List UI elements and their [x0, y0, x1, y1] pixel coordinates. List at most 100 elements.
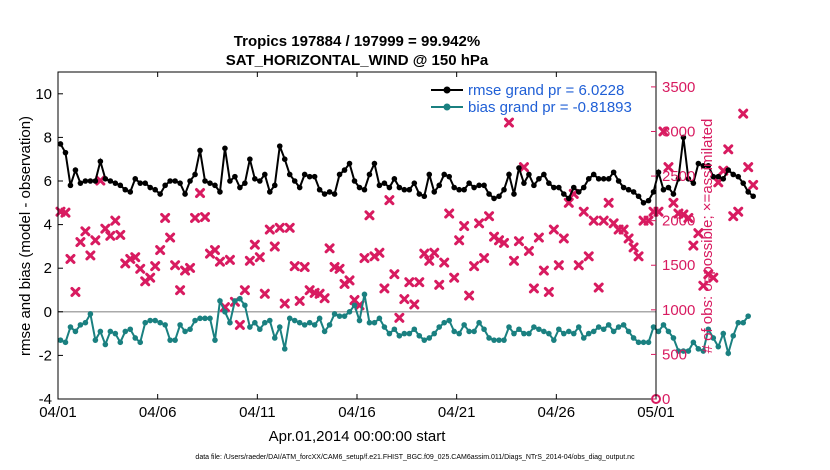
- right-y-tick-label: 2000: [662, 213, 695, 230]
- bias-point: [660, 322, 667, 328]
- obs-assimilated-marker: [364, 210, 375, 221]
- bias-point: [720, 330, 727, 337]
- rmse-point: [695, 160, 702, 167]
- rmse-point: [720, 176, 727, 182]
- obs-assimilated-marker: [379, 283, 390, 294]
- rmse-point: [516, 165, 522, 171]
- bias-point: [710, 335, 717, 341]
- rmse-point: [311, 173, 318, 180]
- rmse-point: [431, 189, 438, 195]
- rmse-point: [401, 186, 408, 193]
- rmse-point: [187, 178, 193, 184]
- obs-assimilated-marker: [578, 206, 589, 217]
- legend-bias-marker: [443, 103, 451, 111]
- rmse-point: [406, 186, 413, 193]
- bias-point: [516, 326, 522, 333]
- obs-assimilated-marker: [324, 243, 335, 254]
- obs-assimilated-marker: [528, 283, 539, 294]
- bias-point: [690, 339, 697, 346]
- rmse-point: [690, 180, 697, 186]
- rmse-point: [396, 184, 403, 191]
- bias-point: [421, 337, 428, 343]
- rmse-point: [117, 182, 124, 189]
- bias-point: [725, 350, 732, 357]
- rmse-point: [87, 178, 94, 184]
- rmse-point: [466, 180, 472, 186]
- obs-assimilated-marker: [469, 261, 480, 272]
- rmse-point: [565, 195, 572, 202]
- obs-assimilated-marker: [399, 294, 410, 305]
- bias-point: [605, 322, 612, 328]
- obs-assimilated-marker: [698, 280, 709, 291]
- obs-assimilated-marker: [85, 250, 96, 261]
- obs-assimilated-marker: [135, 263, 146, 274]
- rmse-point: [446, 173, 452, 180]
- rmse-point: [182, 191, 188, 197]
- rmse-point: [232, 173, 238, 180]
- bias-point: [182, 328, 188, 335]
- rmse-point: [296, 184, 303, 191]
- x-tick-label: 04/01: [39, 404, 77, 421]
- rmse-point: [386, 184, 393, 191]
- obs-assimilated-marker: [658, 126, 669, 137]
- rmse-point: [551, 184, 557, 191]
- rmse-point: [237, 184, 243, 191]
- x-axis-ticks: 04/01 04/06 04/11 04/16 04/21 04/26 05/01: [39, 72, 675, 421]
- bias-point: [575, 324, 582, 330]
- x-tick-label: 04/16: [338, 404, 376, 421]
- obs-assimilated-marker: [663, 162, 674, 173]
- bias-point: [266, 317, 273, 324]
- bias-point: [57, 337, 64, 343]
- rmse-point: [356, 184, 363, 191]
- bias-point: [541, 328, 547, 335]
- rmse-point: [585, 176, 592, 182]
- rmse-point: [57, 141, 64, 147]
- obs-assimilated-marker: [404, 277, 415, 288]
- legend: rmse grand pr = 6.0228 bias grand pr = -…: [431, 82, 632, 116]
- obs-assimilated-marker: [155, 245, 166, 256]
- rmse-point: [147, 184, 153, 191]
- obs-assimilated-marker: [484, 211, 495, 222]
- obs-assimilated-marker: [628, 242, 639, 253]
- rmse-point: [590, 171, 597, 178]
- rmse-point: [511, 191, 517, 197]
- obs-assimilated-marker: [738, 108, 749, 119]
- obs-assimilated-marker: [384, 195, 395, 206]
- bias-point: [291, 317, 298, 324]
- bias-point: [147, 317, 153, 324]
- rmse-point: [381, 180, 388, 186]
- obs-assimilated-marker: [244, 255, 255, 266]
- obs-assimilated-marker: [563, 197, 574, 208]
- bias-point: [187, 326, 193, 333]
- rmse-point: [735, 173, 742, 180]
- bias-point: [700, 348, 707, 354]
- bias-point: [650, 324, 657, 330]
- rmse-point: [675, 176, 682, 182]
- rmse-point: [685, 176, 692, 182]
- rmse-point: [152, 186, 158, 193]
- bias-point: [286, 315, 293, 322]
- bias-point: [715, 343, 722, 350]
- rmse-point: [366, 171, 373, 178]
- bias-point: [117, 339, 124, 346]
- bias-point: [212, 337, 218, 343]
- bias-point: [391, 326, 398, 333]
- rmse-point: [112, 180, 119, 186]
- obs-assimilated-marker: [683, 212, 694, 223]
- x-axis-label: Apr.01,2014 00:00:00 start: [269, 428, 447, 445]
- bias-point: [77, 322, 84, 328]
- obs-assimilated-marker: [693, 228, 704, 239]
- obs-assimilated-marker: [100, 223, 111, 234]
- bias-point: [67, 324, 74, 330]
- legend-rmse-marker: [443, 86, 451, 94]
- bias-point: [252, 319, 258, 326]
- bias-point: [386, 330, 393, 337]
- bias-point: [127, 326, 134, 333]
- obs-assimilated-marker: [743, 162, 754, 173]
- obs-assimilated-marker: [145, 272, 156, 283]
- bias-point: [242, 302, 248, 309]
- obs-assimilated-marker: [449, 272, 460, 283]
- rmse-point: [710, 173, 717, 180]
- rmse-point: [162, 182, 168, 189]
